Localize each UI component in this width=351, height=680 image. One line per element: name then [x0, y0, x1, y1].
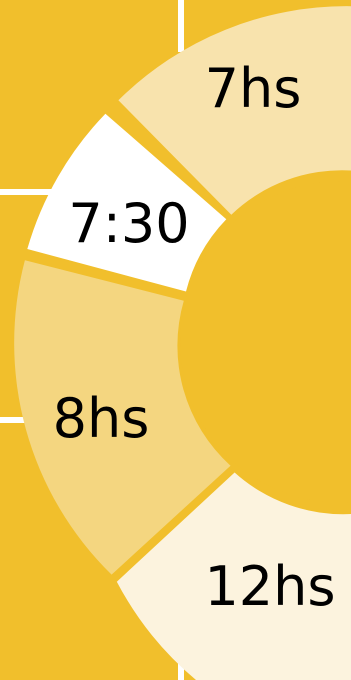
segment-12hs[interactable] [116, 472, 351, 680]
center-hub [180, 181, 351, 503]
segment-label-8hs: 8hs [53, 387, 150, 450]
grid-line-horizontal-upper [0, 189, 60, 195]
segment-label-7-30: 7:30 [68, 192, 189, 255]
segment-label-12hs: 12hs [204, 555, 335, 618]
segment-8hs[interactable] [14, 260, 231, 575]
grid-line-horizontal-lower [0, 417, 30, 423]
segment-7hs[interactable] [118, 6, 351, 215]
grid-line-vertical-top [178, 0, 184, 52]
segment-label-7hs: 7hs [205, 57, 302, 120]
segment-7-30[interactable] [27, 113, 227, 292]
